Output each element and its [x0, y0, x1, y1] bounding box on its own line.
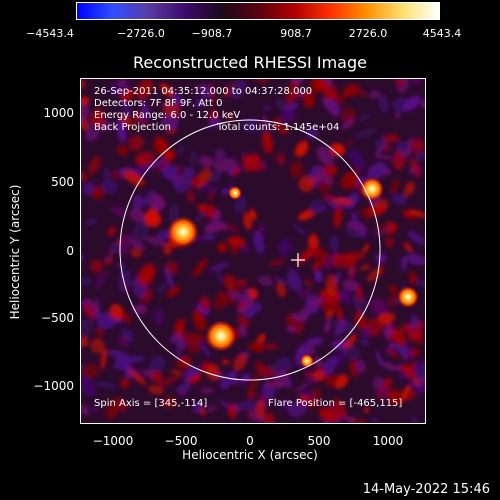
y-tick-label: 1000	[43, 106, 74, 120]
colorbar-tick: −4543.4	[26, 27, 74, 40]
timestamp: 14-May-2022 15:46	[362, 482, 490, 497]
flare-position-cross	[291, 253, 305, 267]
y-tick-label: 500	[51, 175, 74, 189]
flare-position-label: Flare Position = [-465,115]	[268, 398, 403, 409]
x-tick-label: −500	[164, 434, 198, 448]
x-tick-label: 0	[246, 434, 254, 448]
colorbar	[76, 2, 440, 20]
colorbar-tick: 908.7	[280, 27, 312, 40]
y-tick-label: −500	[41, 311, 74, 325]
solar-limb-circle	[119, 119, 381, 381]
plot-title: Reconstructed RHESSI Image	[133, 53, 367, 72]
x-tick-label: 1000	[372, 434, 404, 448]
colorbar-tick: −2726.0	[117, 27, 165, 40]
colorbar-tick: 2726.0	[348, 27, 388, 40]
y-tick-label: −1000	[33, 379, 74, 393]
colorbar-tick: −908.7	[191, 27, 233, 40]
time-range-label: 26-Sep-2011 04:35:12.000 to 04:37:28.000	[94, 86, 313, 97]
detectors-label: Detectors: 7F 8F 9F, Att 0	[94, 98, 223, 109]
y-axis-label: Heliocentric Y (arcsec)	[8, 184, 22, 320]
energy-range-label: Energy Range: 6.0 - 12.0 keV	[94, 110, 241, 121]
image-plot: 26-Sep-2011 04:35:12.000 to 04:37:28.000…	[80, 78, 426, 424]
total-counts-label: Total counts: 1.145e+04	[217, 122, 340, 133]
colorbar-tick: 4543.4	[422, 27, 462, 40]
rhessi-map	[80, 78, 426, 424]
x-tick-label: −1000	[92, 434, 134, 448]
y-tick-label: 0	[66, 244, 74, 258]
x-axis-label: Heliocentric X (arcsec)	[182, 448, 318, 462]
x-tick-label: 500	[307, 434, 331, 448]
spin-axis-label: Spin Axis = [345,-114]	[94, 398, 208, 409]
method-label: Back Projection	[94, 122, 171, 133]
